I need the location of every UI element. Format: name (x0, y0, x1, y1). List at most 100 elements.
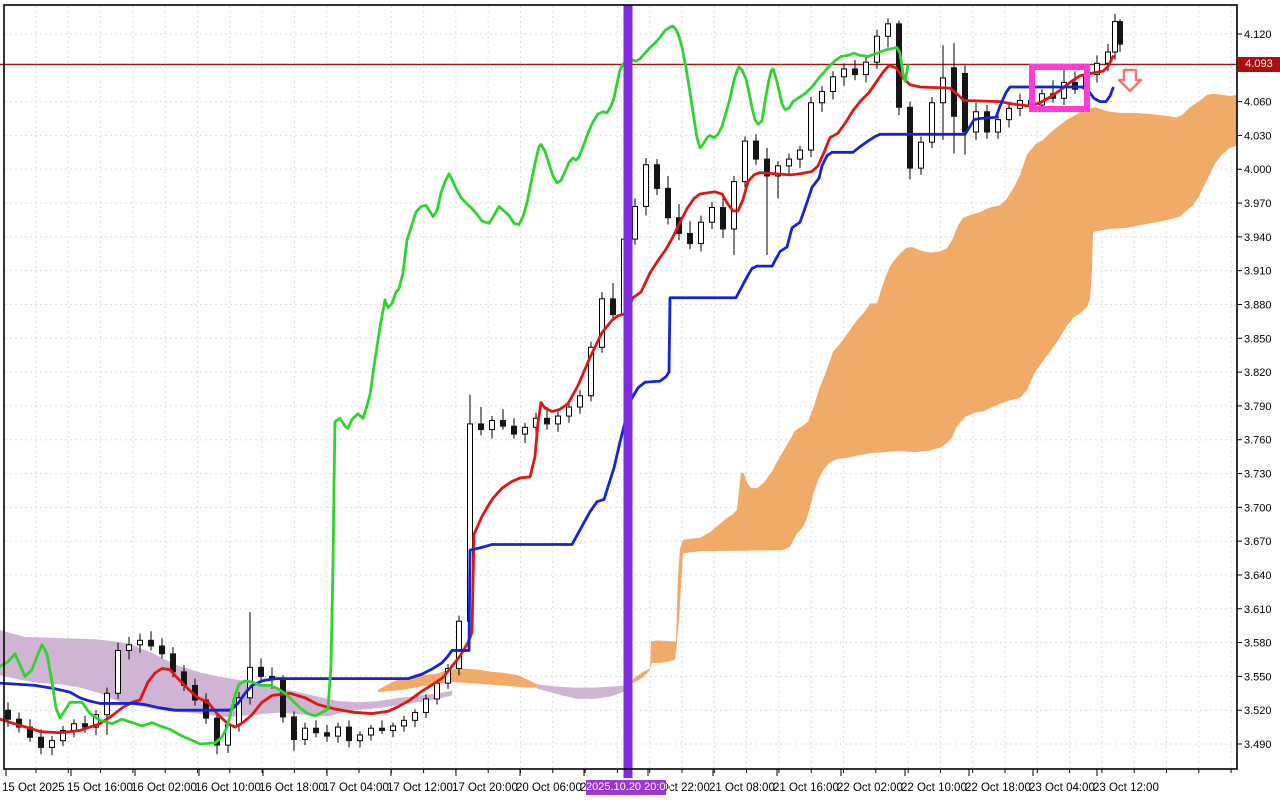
time-axis-label: 15 Oct 16:00 (67, 782, 133, 794)
bull-candle (841, 68, 847, 78)
time-axis-label: 22 Oct 02:00 (837, 782, 903, 794)
bull-candle (1094, 62, 1100, 76)
price-axis-label: 3.760 (1244, 435, 1272, 447)
bear-candle (852, 68, 858, 76)
bear-candle (1117, 21, 1123, 45)
time-axis-label: 23 Oct 12:00 (1093, 782, 1159, 794)
bear-candle (324, 732, 330, 737)
bear-candle (720, 207, 726, 230)
bull-candle (368, 727, 374, 736)
time-axis-label: 16 Oct 02:00 (131, 782, 197, 794)
price-axis-label: 3.940 (1244, 232, 1272, 244)
time-axis-label: 17 Oct 04:00 (323, 782, 389, 794)
bull-candle (1112, 21, 1118, 53)
bear-candle (38, 736, 44, 748)
highlight-box[interactable] (1029, 64, 1090, 112)
bear-candle (544, 417, 550, 425)
grid (5, 6, 1237, 768)
bear-candle (962, 72, 968, 133)
plot-border (3, 4, 1238, 770)
candles (5, 13, 1123, 756)
bull-candle (49, 740, 55, 748)
bull-candle (599, 298, 605, 348)
price-axis-label: 3.790 (1244, 401, 1272, 413)
bull-candle (1006, 107, 1012, 121)
tenkan-sen-line (0, 55, 1115, 735)
time-axis-label: 15 Oct 2025 (2, 782, 65, 794)
time-axis-label: 17 Oct 20:00 (452, 782, 518, 794)
bear-candle (379, 727, 385, 731)
price-axis-label: 4.060 (1244, 97, 1272, 109)
price-axis-label: 3.820 (1244, 367, 1272, 379)
bear-candle (5, 709, 11, 720)
chikou-span-line (0, 24, 910, 746)
bear-candle (148, 639, 154, 647)
price-axis-label: 3.610 (1244, 604, 1272, 616)
bull-candle (742, 140, 748, 183)
price-axis-label: 3.580 (1244, 638, 1272, 650)
bull-candle (302, 727, 308, 740)
bear-candle (500, 420, 506, 427)
bull-candle (588, 346, 594, 397)
current-price-badge: 4.093 (1238, 56, 1280, 72)
price-axis-label: 3.670 (1244, 536, 1272, 548)
cloud-bearish (537, 684, 627, 699)
bear-candle (665, 187, 671, 219)
time-axis-label: 22 Oct 10:00 (901, 782, 967, 794)
bear-candle (984, 111, 990, 133)
bull-candle (522, 426, 528, 435)
price-axis-label: 4.030 (1244, 130, 1272, 142)
bull-candle (1105, 51, 1111, 64)
bear-candle (280, 679, 286, 718)
kijun-sen-line (0, 85, 1115, 712)
bull-candle (643, 164, 649, 207)
bear-candle (753, 140, 759, 160)
bull-candle (357, 734, 363, 742)
bull-candle (137, 639, 143, 646)
price-axis-label: 3.490 (1244, 739, 1272, 751)
bear-candle (313, 727, 319, 734)
time-axis-label: 16 Oct 18:00 (259, 782, 325, 794)
ichimoku-clouds (0, 93, 1237, 717)
bull-candle (918, 141, 924, 169)
bull-candle (797, 149, 803, 160)
bear-candle (291, 716, 297, 740)
bull-candle (434, 682, 440, 700)
price-axis-label: 3.850 (1244, 333, 1272, 345)
bear-candle (687, 232, 693, 245)
price-axis: 4.1204.0904.0604.0304.0003.9703.9403.910… (1237, 29, 1272, 751)
time-axis-label: 23 Oct 04:00 (1029, 782, 1095, 794)
time-axis-label: 22 Oct 18:00 (965, 782, 1031, 794)
down-arrow-icon[interactable] (1117, 68, 1143, 93)
time-axis-label: 17 Oct 12:00 (387, 782, 453, 794)
bear-candle (511, 425, 517, 435)
price-axis-label: 3.730 (1244, 469, 1272, 481)
bull-candle (830, 76, 836, 92)
bear-candle (214, 717, 220, 746)
bull-candle (885, 23, 891, 37)
bull-candle (555, 415, 561, 425)
price-axis-label: 3.700 (1244, 502, 1272, 514)
bull-candle (126, 644, 132, 651)
bull-candle (401, 719, 407, 727)
bear-candle (610, 298, 616, 316)
bull-candle (335, 726, 341, 737)
bull-candle (115, 649, 121, 694)
bull-candle (423, 698, 429, 713)
price-axis-label: 4.120 (1244, 29, 1272, 41)
bull-candle (863, 61, 869, 76)
bear-candle (907, 106, 913, 169)
time-axis-label: 20 Oct 06:00 (516, 782, 582, 794)
bear-candle (764, 158, 770, 177)
bull-candle (390, 725, 396, 731)
bull-candle (566, 406, 572, 417)
time-axis-label: 21 Oct 08:00 (709, 782, 775, 794)
time-axis-label: 21 Oct 16:00 (773, 782, 839, 794)
cloud-bullish (627, 93, 1237, 686)
time-axis-label: 16 Oct 10:00 (195, 782, 261, 794)
bull-candle (874, 35, 880, 63)
bull-candle (808, 102, 814, 151)
bear-candle (654, 164, 660, 189)
